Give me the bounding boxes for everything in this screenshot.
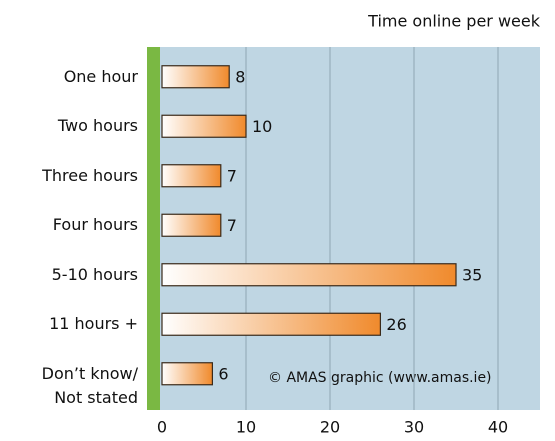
bar — [161, 362, 214, 386]
chart-title: Time online per week — [367, 12, 541, 31]
x-tick-label: 20 — [320, 418, 340, 437]
x-tick-label: 0 — [157, 418, 167, 437]
bar — [161, 312, 381, 336]
y-tick-label: 11 hours + — [49, 314, 138, 334]
plot-background — [160, 47, 540, 410]
value-label: 8 — [235, 67, 245, 86]
x-tick-label: 30 — [404, 418, 424, 437]
x-tick-label: 10 — [236, 418, 256, 437]
x-tick-label: 40 — [488, 418, 508, 437]
bar — [161, 114, 247, 138]
value-label: 10 — [252, 117, 272, 136]
value-label: 7 — [227, 216, 237, 235]
y-tick-label: Three hours — [42, 165, 138, 185]
bar — [161, 164, 222, 188]
y-tick-label: One hour — [63, 66, 138, 86]
bar — [161, 65, 230, 89]
y-tick-label: 5-10 hours — [51, 264, 138, 284]
annotation: © AMAS graphic (www.amas.ie) — [268, 370, 492, 386]
value-label: 6 — [218, 364, 228, 383]
value-label: 26 — [386, 315, 406, 334]
y-tick-label: Don’t know/ Not stated — [41, 363, 138, 407]
y-tick-label: Two hours — [57, 116, 138, 136]
axis-bar — [147, 47, 160, 410]
bar — [161, 213, 222, 237]
bar — [161, 263, 457, 287]
value-label: 35 — [462, 265, 482, 284]
value-label: 7 — [227, 166, 237, 185]
y-tick-label: Four hours — [52, 215, 138, 235]
